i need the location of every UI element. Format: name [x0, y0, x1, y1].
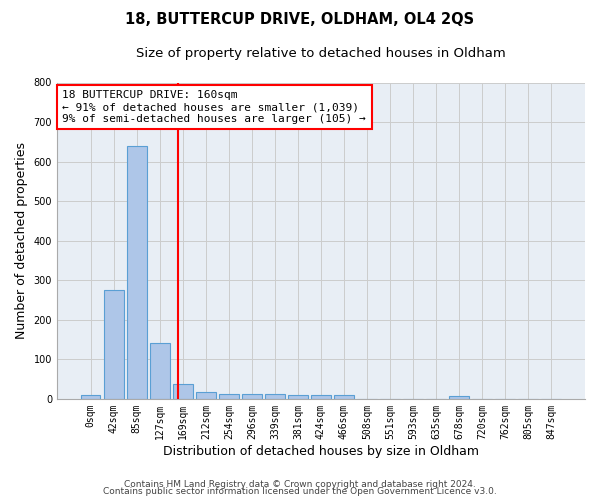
- Y-axis label: Number of detached properties: Number of detached properties: [15, 142, 28, 339]
- Bar: [104, 290, 124, 399]
- Bar: [449, 396, 469, 399]
- Bar: [127, 146, 146, 399]
- Title: Size of property relative to detached houses in Oldham: Size of property relative to detached ho…: [136, 48, 506, 60]
- Bar: [81, 395, 100, 399]
- Bar: [265, 394, 284, 399]
- Text: Contains public sector information licensed under the Open Government Licence v3: Contains public sector information licen…: [103, 487, 497, 496]
- Bar: [334, 395, 354, 399]
- Text: 18 BUTTERCUP DRIVE: 160sqm
← 91% of detached houses are smaller (1,039)
9% of se: 18 BUTTERCUP DRIVE: 160sqm ← 91% of deta…: [62, 90, 366, 124]
- Bar: [242, 394, 262, 399]
- Bar: [311, 395, 331, 399]
- Bar: [288, 395, 308, 399]
- Bar: [219, 394, 239, 399]
- Bar: [173, 384, 193, 399]
- Bar: [150, 344, 170, 399]
- Text: Contains HM Land Registry data © Crown copyright and database right 2024.: Contains HM Land Registry data © Crown c…: [124, 480, 476, 489]
- Text: 18, BUTTERCUP DRIVE, OLDHAM, OL4 2QS: 18, BUTTERCUP DRIVE, OLDHAM, OL4 2QS: [125, 12, 475, 28]
- Bar: [196, 392, 215, 399]
- X-axis label: Distribution of detached houses by size in Oldham: Distribution of detached houses by size …: [163, 444, 479, 458]
